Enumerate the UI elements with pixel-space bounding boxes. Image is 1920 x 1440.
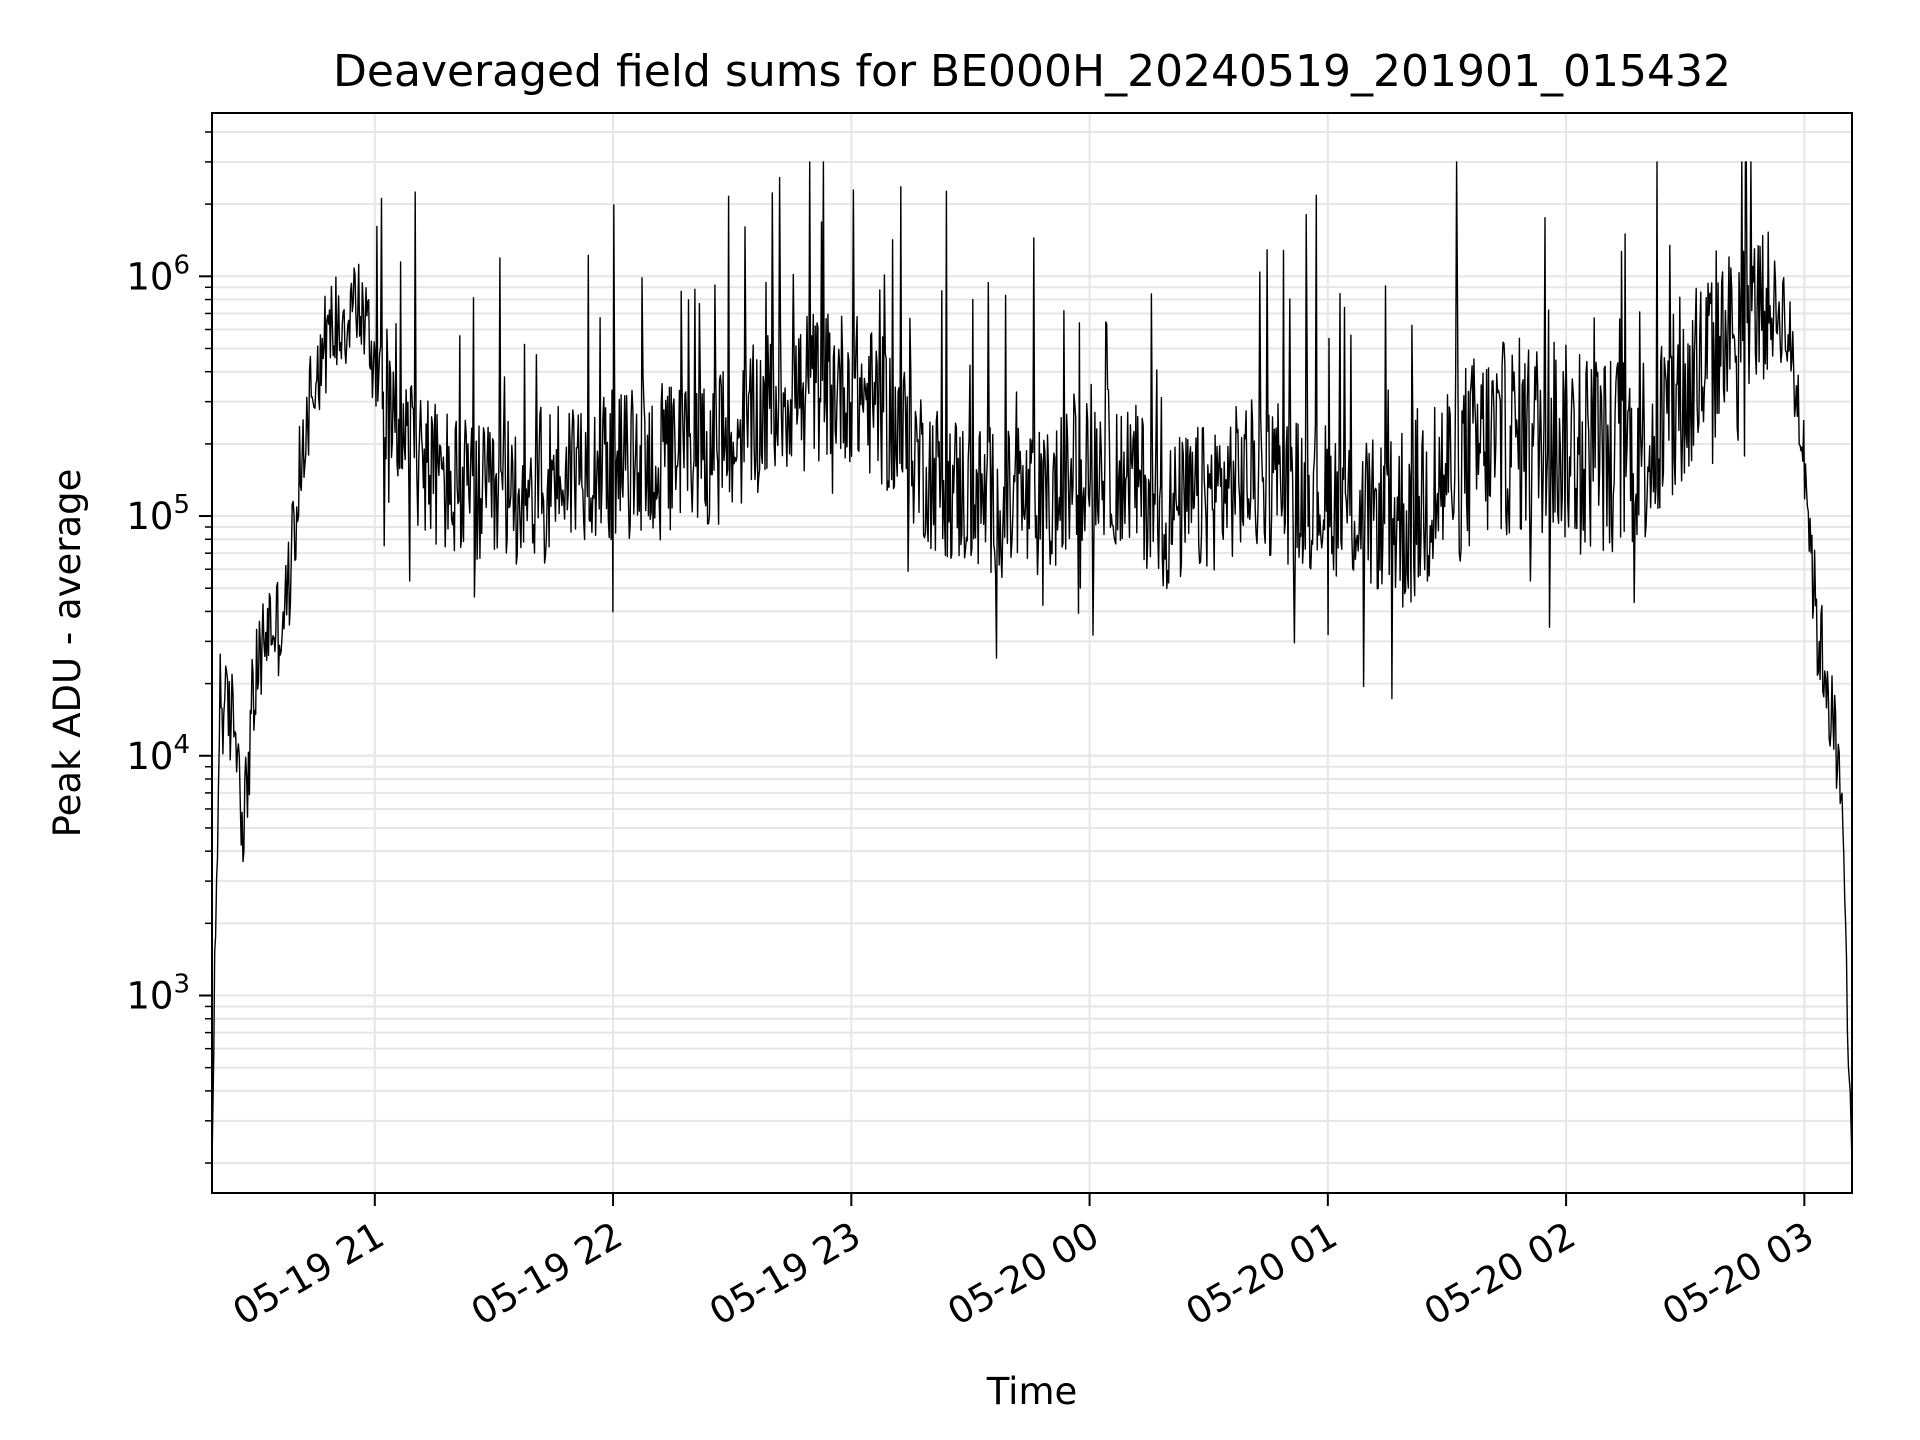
y-tick-base: 10 bbox=[126, 735, 173, 778]
y-axis-label: Peak ADU - average bbox=[46, 469, 89, 838]
y-tick-base: 10 bbox=[126, 495, 173, 538]
y-tick-exponent: 3 bbox=[173, 969, 190, 999]
y-tick-label: 105 bbox=[126, 490, 190, 538]
series-line-layer bbox=[211, 161, 1853, 1164]
y-tick-exponent: 5 bbox=[173, 490, 190, 520]
y-tick-base: 10 bbox=[126, 255, 173, 298]
series-line-0 bbox=[211, 161, 1853, 1164]
y-tick-label: 106 bbox=[126, 250, 190, 298]
x-axis-label: Time bbox=[986, 1370, 1078, 1413]
y-tick-base: 10 bbox=[126, 974, 173, 1017]
chart-title: Deaveraged field sums for BE000H_2024051… bbox=[333, 46, 1731, 97]
y-tick-label: 104 bbox=[126, 730, 190, 778]
plot-frame bbox=[211, 112, 1853, 1194]
y-tick-exponent: 6 bbox=[173, 250, 190, 280]
grid-lines bbox=[212, 113, 1852, 1193]
y-tick-exponent: 4 bbox=[173, 730, 190, 760]
y-tick-label: 103 bbox=[126, 969, 190, 1017]
